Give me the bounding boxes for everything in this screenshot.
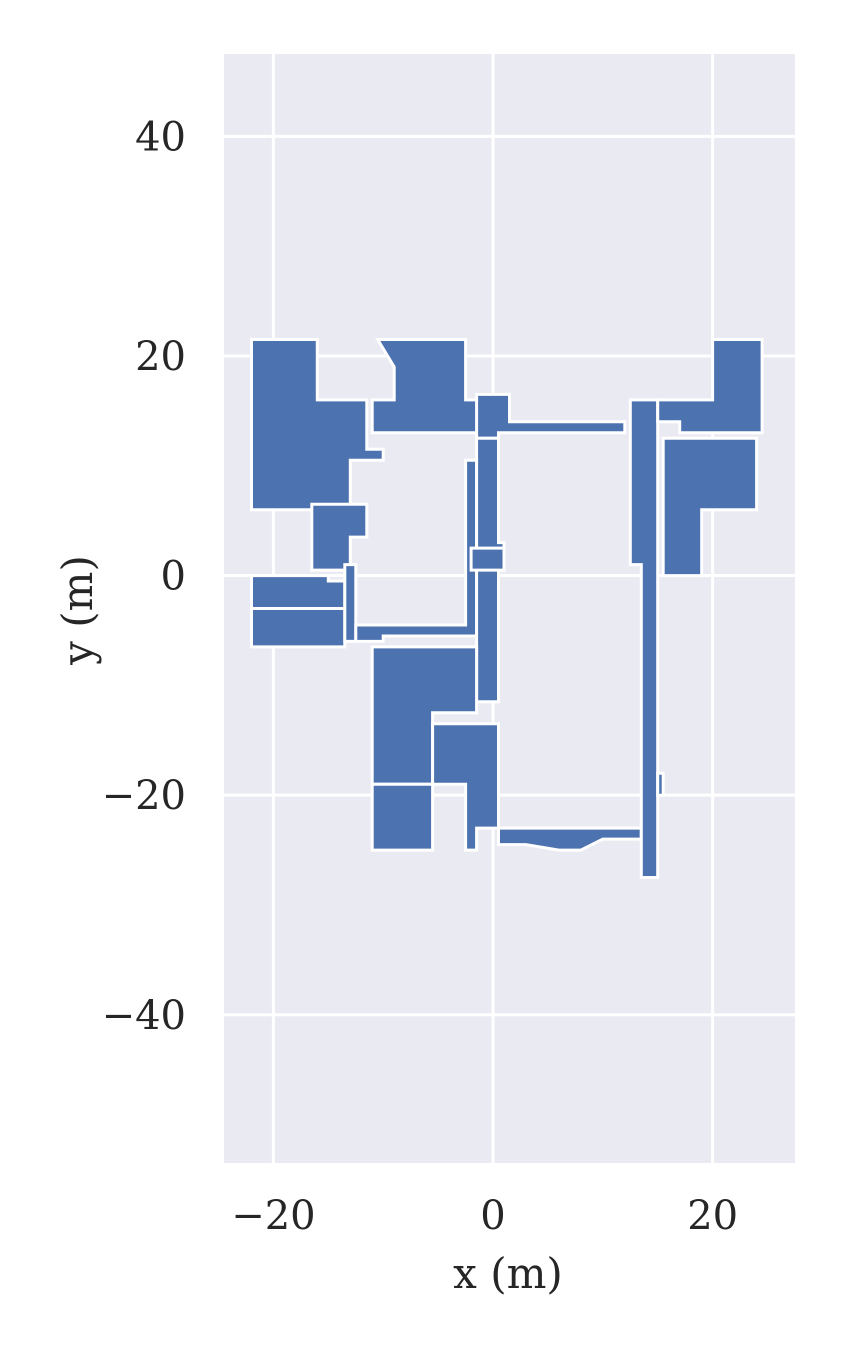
region-polygon <box>310 502 369 572</box>
y-tick-label: 20 <box>135 334 186 380</box>
x-tick-label: 0 <box>480 1193 505 1239</box>
y-axis-label: y (m) <box>53 555 102 666</box>
region-polygon <box>656 338 764 435</box>
region-polygon <box>469 546 506 572</box>
x-axis-label: x (m) <box>453 1249 563 1298</box>
x-tick-label: −20 <box>231 1193 315 1239</box>
region-polygon <box>370 782 435 852</box>
occupied-region <box>250 338 764 879</box>
y-tick-label: −20 <box>102 773 186 819</box>
region-polygon <box>343 563 358 643</box>
y-tick-labels: −40 −20 0 20 40 <box>102 114 186 1038</box>
region-polygon <box>250 574 347 610</box>
y-tick-label: −40 <box>102 993 186 1039</box>
x-tick-label: 20 <box>687 1193 738 1239</box>
region-polygon <box>431 722 500 852</box>
region-polygon <box>661 436 759 578</box>
region-polygon <box>250 607 347 649</box>
x-tick-labels: −20 0 20 <box>231 1193 738 1239</box>
y-tick-label: 40 <box>135 114 186 160</box>
y-tick-label: 0 <box>161 554 186 600</box>
region-polygon <box>656 771 665 797</box>
